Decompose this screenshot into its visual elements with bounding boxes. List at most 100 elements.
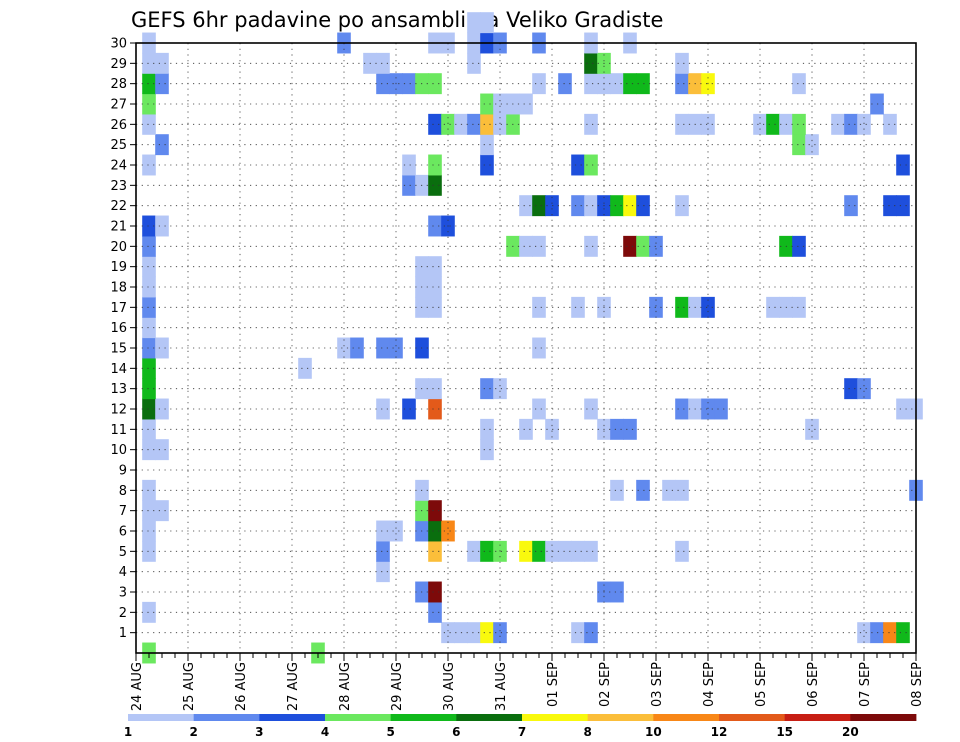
heatmap-cell — [584, 398, 598, 420]
colorbar-label: 12 — [711, 725, 728, 739]
y-tick-label: 6 — [119, 525, 127, 540]
colorbar-label: 6 — [452, 725, 460, 739]
y-tick-label: 25 — [110, 138, 127, 153]
heatmap-cell — [480, 93, 494, 115]
heatmap-cell — [649, 296, 663, 318]
heatmap-cell — [623, 73, 637, 95]
colorbar-swatch — [653, 714, 720, 721]
heatmap-cell — [480, 378, 494, 400]
heatmap-cell — [571, 154, 585, 176]
heatmap-cell — [792, 235, 806, 257]
heatmap-cell — [519, 235, 533, 257]
colorbar: 1 2 3 4 5 6 7 8 10 12 15 20 — [124, 714, 917, 739]
heatmap-cell — [376, 520, 390, 542]
heatmap-cell — [675, 73, 689, 95]
y-tick-label: 13 — [110, 382, 127, 397]
heatmap-cell — [142, 52, 156, 74]
heatmap-cell — [623, 235, 637, 257]
heatmap-cell — [142, 276, 156, 298]
heatmap-cell — [142, 540, 156, 562]
heatmap-cell — [766, 113, 780, 135]
heatmap-cell — [532, 398, 546, 420]
heatmap-cell — [376, 540, 390, 562]
heatmap-cell — [844, 113, 858, 135]
heatmap-cell — [376, 561, 390, 583]
heatmap-cell — [337, 337, 351, 359]
heatmap-cell — [155, 73, 169, 95]
heatmap-cell — [857, 622, 871, 644]
heatmap-cell — [792, 113, 806, 135]
colorbar-label: 5 — [386, 725, 394, 739]
heatmap-cell — [675, 398, 689, 420]
heatmap-cell — [467, 113, 481, 135]
y-tick-label: 3 — [119, 586, 127, 601]
heatmap-cell — [532, 540, 546, 562]
heatmap-cell — [883, 195, 897, 217]
heatmap-cell — [662, 479, 676, 501]
heatmap-cell — [532, 195, 546, 217]
heatmap-cell — [883, 113, 897, 135]
heatmap-cell — [376, 52, 390, 74]
x-tick-label: 02 SEP — [598, 662, 613, 707]
y-tick-label: 7 — [119, 504, 127, 519]
heatmap-cell — [545, 195, 559, 217]
heatmap-cell — [155, 398, 169, 420]
heatmap-cell — [428, 73, 442, 95]
y-tick-label: 17 — [110, 301, 127, 316]
heatmap-cell — [636, 479, 650, 501]
heatmap-cell — [584, 235, 598, 257]
heatmap-cell — [493, 113, 507, 135]
heatmap-cell — [610, 195, 624, 217]
y-tick-label: 29 — [110, 57, 127, 72]
colorbar-swatch — [850, 714, 917, 721]
heatmap-cell — [584, 540, 598, 562]
colorbar-label: 4 — [321, 725, 329, 739]
colorbar-label: 3 — [255, 725, 263, 739]
heatmap-cell — [376, 398, 390, 420]
heatmap-cell — [428, 215, 442, 237]
heatmap-cell — [584, 52, 598, 74]
x-tick-label: 27 AUG — [286, 662, 301, 711]
y-tick-label: 30 — [110, 37, 127, 52]
x-tick-label: 05 SEP — [754, 662, 769, 707]
heatmap-cell — [610, 418, 624, 440]
heatmap-cell — [142, 113, 156, 135]
heatmap-cell — [376, 73, 390, 95]
heatmap-cell — [441, 622, 455, 644]
heatmap-cell — [155, 500, 169, 522]
heatmap-cell — [519, 195, 533, 217]
heatmap-cell — [896, 195, 910, 217]
heatmap-cell — [857, 113, 871, 135]
heatmap-cell — [428, 296, 442, 318]
heatmap-cell — [584, 622, 598, 644]
heatmap-cell — [493, 93, 507, 115]
heatmap-cell — [428, 276, 442, 298]
colorbar-label: 2 — [189, 725, 197, 739]
colorbar-label: 20 — [842, 725, 859, 739]
heatmap-cell — [428, 256, 442, 278]
heatmap-cell — [428, 154, 442, 176]
heatmap-cell — [142, 93, 156, 115]
heatmap-cell — [155, 215, 169, 237]
heatmap-cell — [610, 73, 624, 95]
heatmap-cell — [896, 398, 910, 420]
y-tick-label: 19 — [110, 260, 127, 275]
heatmap-cell — [675, 296, 689, 318]
colorbar-swatch — [259, 714, 326, 721]
heatmap-cell — [675, 479, 689, 501]
heatmap-cell — [792, 73, 806, 95]
heatmap-cell — [519, 93, 533, 115]
heatmap-cell — [155, 134, 169, 156]
heatmap-cell — [792, 134, 806, 156]
x-tick-label: 26 AUG — [234, 662, 249, 711]
colorbar-swatch — [784, 714, 851, 721]
x-tick-label: 08 SEP — [910, 662, 925, 707]
x-tick-label: 06 SEP — [806, 662, 821, 707]
heatmap-cell — [480, 540, 494, 562]
colorbar-swatch — [128, 714, 195, 721]
heatmap-cell — [493, 378, 507, 400]
y-tick-label: 4 — [119, 565, 127, 580]
heatmap-cell — [142, 398, 156, 420]
heatmap-cell — [558, 540, 572, 562]
